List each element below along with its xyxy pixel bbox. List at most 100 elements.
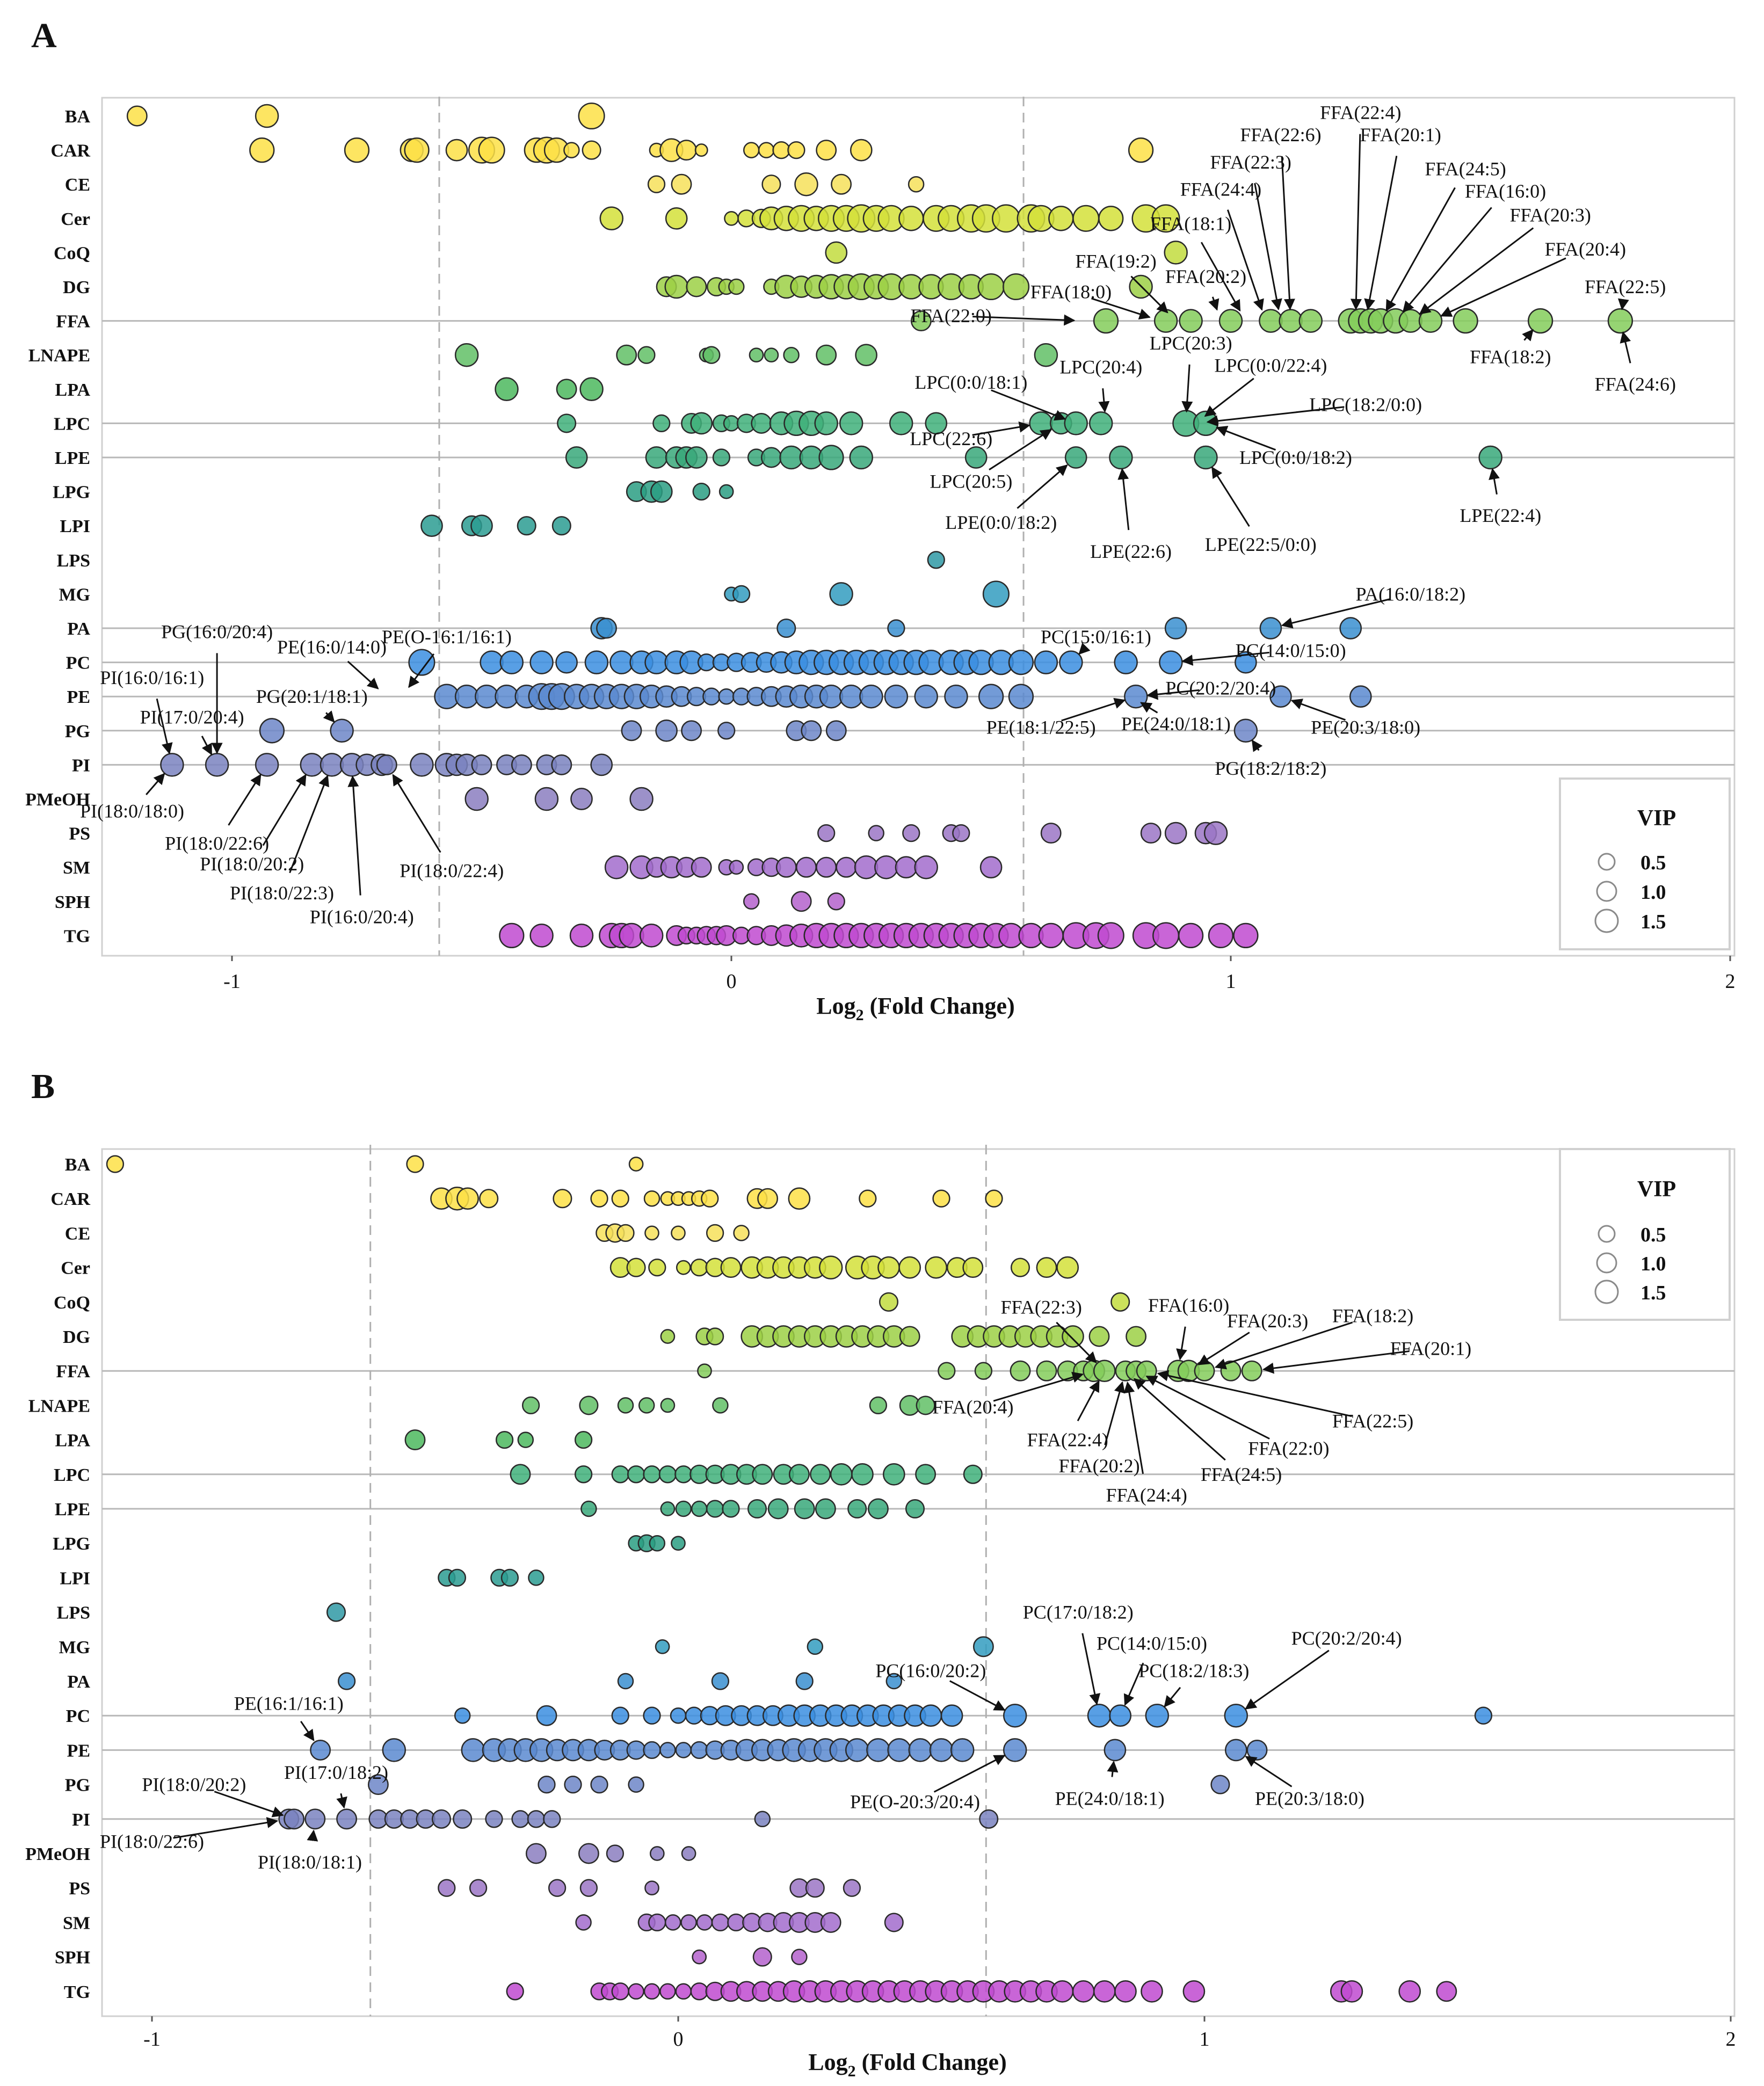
annotation-arrow [1402,207,1492,313]
point-cer [1072,205,1100,232]
point-lpa [404,1429,426,1451]
point-tg [659,1983,676,2000]
point-dg [1126,1326,1147,1347]
annotation-arrow [1130,275,1168,314]
point-ce [794,172,818,197]
legend-label-1: 1.0 [1640,881,1666,904]
point-dg [1088,1326,1110,1347]
point-pc [584,650,609,674]
point-car [787,141,805,159]
point-pmeoh [570,788,593,810]
point-lnape [783,346,800,364]
annotation-arrow [1098,388,1110,413]
point-dg [977,273,1005,301]
x-tick-label-3: 2 [1726,2028,1736,2051]
point-sph [790,891,812,912]
point-pmeoh [464,787,489,811]
point-pe [1349,685,1372,708]
point-pc [480,650,504,674]
annotation-label: FFA(22:0) [911,305,992,326]
annotation-label: LPE(22:5/0:0) [1205,534,1317,555]
point-dg [706,1327,724,1346]
annotation-arrow [1281,156,1295,310]
point-pc [536,1705,557,1726]
annotation-label: PE(16:1/16:1) [234,1693,344,1714]
point-car [850,139,873,162]
annotation-label: PG(20:1/18:1) [256,686,368,707]
point-pa [337,1672,356,1690]
legend-circle-small [1598,1225,1616,1243]
point-sm [836,856,857,878]
point-dg [664,274,688,299]
point-lpc [925,412,948,435]
annotation-label: PE(20:3/18:0) [1311,716,1420,738]
point-lpg [671,1536,686,1551]
point-sm [820,1911,841,1933]
annotation-label: PE(O-16:1/16:1) [382,626,512,648]
point-lpg [649,1535,666,1552]
point-lpi [528,1569,545,1586]
annotation-arrow [1176,1326,1187,1361]
annotation-label: FFA(22:3) [1001,1296,1082,1318]
legend-label-2: 1.5 [1640,1282,1666,1304]
point-pc [555,651,578,674]
point-pi [543,1810,561,1828]
point-tg [499,922,525,949]
annotation-label: PC(14:0/15:0) [1097,1632,1207,1654]
point-lpc [674,1465,693,1484]
category-label-ffa: FFA [56,312,90,332]
panel-a-annotations: FFA(22:4)FFA(22:6) FFA(20:1) FFA(22:3) FFA(… [80,102,1676,928]
point-pc [609,650,634,674]
point-car [249,137,275,163]
annotation-arrow [1214,1321,1353,1370]
x-tick-label-3: 2 [1725,970,1736,993]
point-pg [655,719,678,742]
annotation-arrow [1290,699,1346,721]
point-pc [1114,650,1138,674]
point-car [676,140,697,161]
point-cer [599,206,624,231]
annotation-label: PE(18:1/22:5) [986,716,1096,738]
point-lps [927,551,945,569]
annotation-label: PI(16:0/20:4) [310,906,414,927]
point-pi [511,754,532,775]
point-ce [671,173,692,195]
point-lnape [1034,343,1058,367]
point-lpc [810,1464,831,1485]
category-label-lpe: LPE [55,1500,90,1520]
point-tg [1051,1980,1074,2003]
legend-circle-large [1594,1280,1619,1304]
point-pi [376,754,397,775]
point-tg [1114,1980,1137,2003]
point-lnape [616,344,637,366]
point-cer [1010,1258,1030,1277]
point-tg [1093,1980,1116,2003]
annotation-arrow [1077,1380,1100,1422]
point-cer [818,1255,843,1280]
panel-b-x-axis-title: Log2 (Fold Change) [808,2049,1006,2080]
point-pg [367,1774,389,1796]
point-ffa [938,1362,956,1380]
point-pa [795,1672,814,1690]
point-sm [575,1914,592,1931]
point-lpe [1064,446,1087,469]
point-pi [511,1810,529,1828]
point-cer [690,1258,708,1277]
legend-circle-small [1598,853,1616,871]
annotation-arrow [300,1720,315,1741]
point-cer [877,1256,900,1279]
x-tick-label-0: -1 [223,970,241,993]
point-lpg [650,480,673,503]
panel-a-letter: A [31,16,57,55]
point-sm [854,855,879,880]
point-ps [579,1879,598,1897]
annotation-arrow [262,774,307,846]
point-cer [626,1258,646,1277]
point-sm [895,856,918,879]
annotation-label: PE(24:0/18:1) [1055,1787,1165,1809]
point-pg [801,720,822,742]
point-tg [1178,922,1204,949]
point-car [563,142,580,158]
point-pc [1159,650,1183,674]
point-pe [1003,1738,1027,1762]
